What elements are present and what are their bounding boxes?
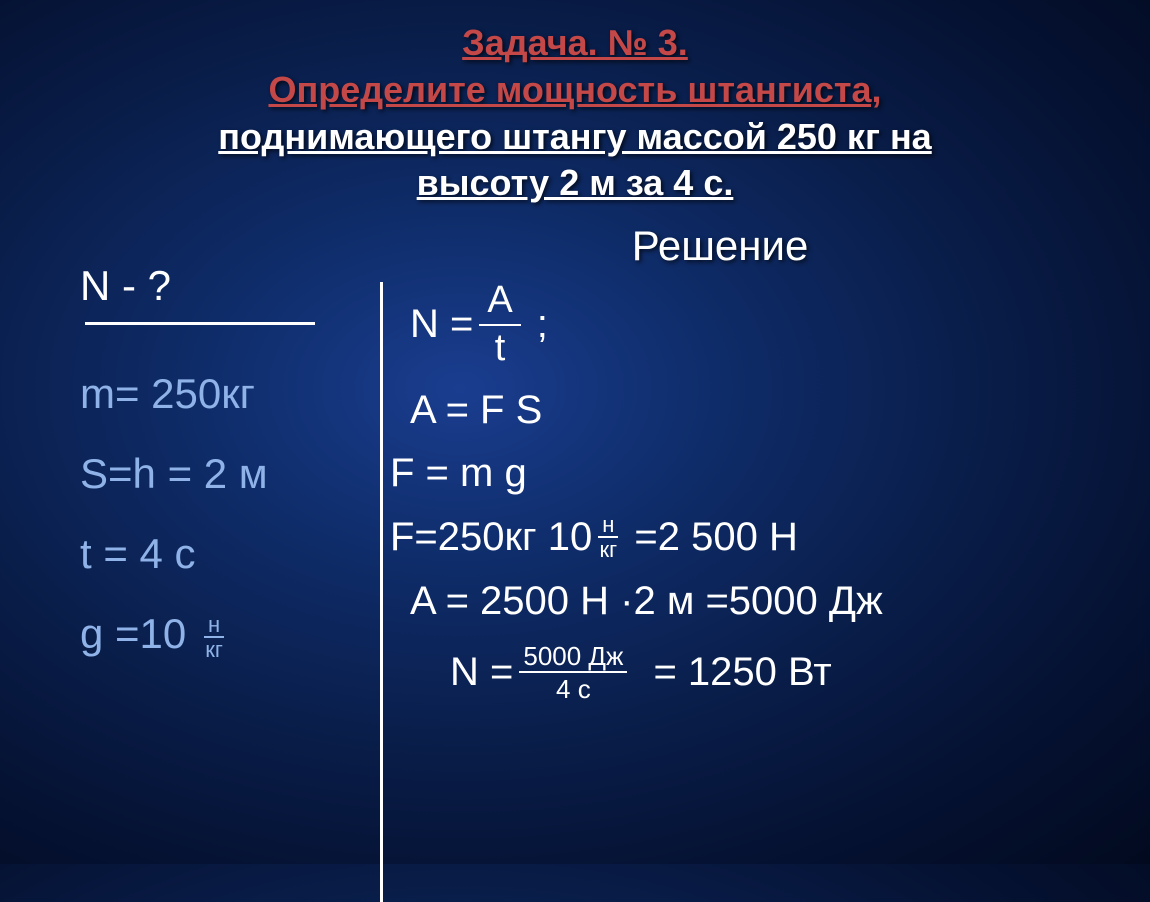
equation-force: F = m g (390, 451, 1100, 496)
eq1-fraction: A t (479, 280, 520, 370)
g-label: g =10 (80, 610, 186, 657)
g-unit-top: н (204, 614, 224, 638)
given-g: g =10 н кг (80, 610, 350, 660)
g-unit-fraction: н кг (204, 614, 224, 661)
eq1-frac-top: A (479, 280, 520, 326)
eq4-right: =2 500 Н (634, 515, 797, 560)
equation-power-calc: N = 5000 Дж 4 с = 1250 Вт (450, 642, 1100, 704)
given-column: N - ? m= 250кг S=h = 2 м t = 4 с g =10 н… (50, 222, 350, 722)
eq4-left: F=250кг 10 (390, 515, 592, 560)
solution-column: Решение N = A t ; A = F S F = m g F=250к… (350, 222, 1100, 722)
eq4-unit-top: н (598, 514, 618, 538)
eq6-frac-top: 5000 Дж (519, 642, 627, 674)
eq6-right: = 1250 Вт (653, 650, 831, 695)
equation-power-def: N = A t ; (410, 280, 1100, 370)
title-line-2: Определите мощность штангиста, (50, 67, 1100, 114)
eq1-frac-bot: t (495, 326, 506, 370)
slide-container: Задача. № 3. Определите мощность штангис… (0, 0, 1150, 742)
title-line-3: поднимающего штангу массой 250 кг на (50, 114, 1100, 161)
eq1-right: ; (537, 302, 548, 347)
eq1-left: N = (410, 302, 473, 347)
unknown-quantity: N - ? (80, 262, 350, 310)
eq6-frac-bot: 4 с (556, 673, 591, 704)
equation-work-calc: A = 2500 Н ·2 м =5000 Дж (410, 579, 1100, 624)
equation-force-calc: F=250кг 10 н кг =2 500 Н (390, 514, 1100, 561)
eq6-left: N = (450, 650, 513, 695)
given-time: t = 4 с (80, 530, 350, 578)
solution-heading: Решение (340, 222, 1100, 270)
eq6-fraction: 5000 Дж 4 с (519, 642, 627, 704)
g-unit-bot: кг (205, 638, 223, 661)
eq4-unit-fraction: н кг (598, 514, 618, 561)
horizontal-divider (85, 322, 315, 325)
title-line-1: Задача. № 3. (50, 20, 1100, 67)
equation-work: A = F S (410, 388, 1100, 433)
title-line-4: высоту 2 м за 4 с. (50, 160, 1100, 207)
given-height: S=h = 2 м (80, 450, 350, 498)
vertical-divider (380, 282, 383, 902)
title-block: Задача. № 3. Определите мощность штангис… (50, 20, 1100, 207)
eq4-unit-bot: кг (599, 538, 617, 561)
content-area: N - ? m= 250кг S=h = 2 м t = 4 с g =10 н… (50, 222, 1100, 722)
given-mass: m= 250кг (80, 370, 350, 418)
